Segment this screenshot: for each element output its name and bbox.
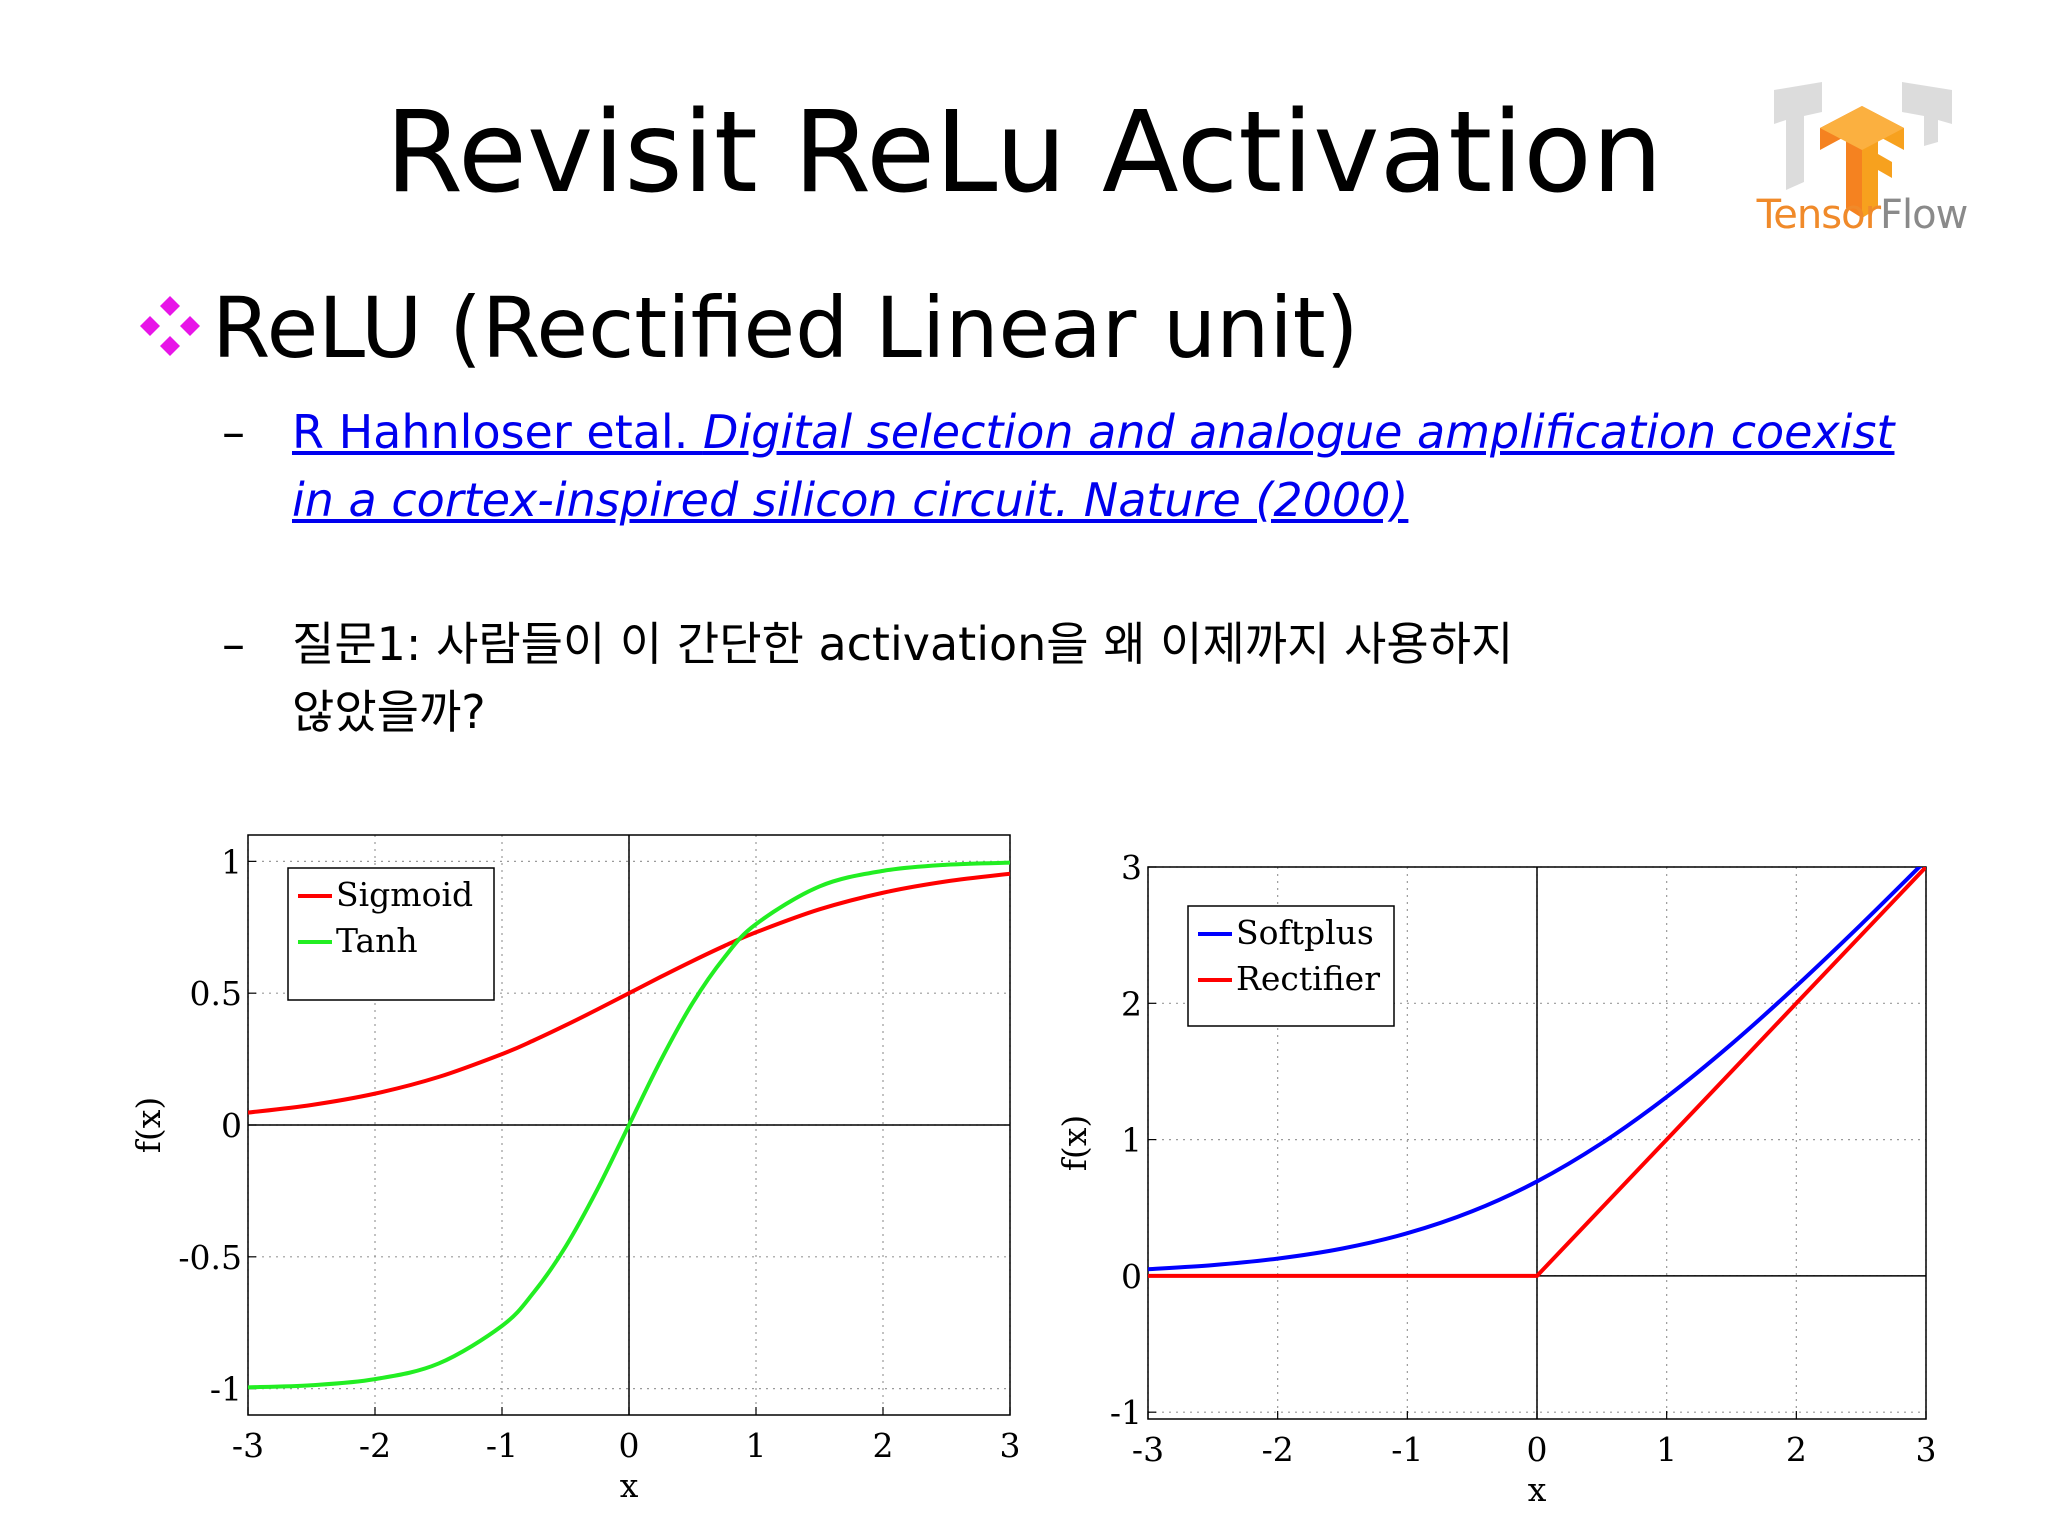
y-tick-label: 0 (221, 1106, 242, 1145)
y-tick-label: 2 (1121, 984, 1142, 1023)
y-tick-label: 1 (1121, 1121, 1142, 1160)
x-tick-label: 2 (873, 1426, 894, 1465)
y-axis-label: f(x) (1060, 1115, 1094, 1172)
tensorflow-logo-caption: TensorFlow (1752, 192, 1972, 238)
y-tick-label: 3 (1121, 848, 1142, 887)
x-tick-label: 0 (1527, 1430, 1548, 1469)
y-tick-label: -1 (210, 1370, 242, 1409)
tensorflow-logo (1774, 82, 1952, 218)
logo-text-flow: Flow (1880, 192, 1968, 238)
legend-label-tanh: Tanh (336, 921, 418, 960)
bullet-main-text: ReLU (Rectified Linear unit) (212, 279, 1359, 377)
x-tick-label: -2 (1262, 1430, 1294, 1469)
x-tick-label: -1 (486, 1426, 518, 1465)
x-tick-label: -3 (232, 1426, 264, 1465)
reference-title-line-1: Digital selection and analogue amplifica… (702, 405, 1895, 459)
tensorflow-logo-mark (1820, 106, 1904, 218)
x-tick-label: -2 (359, 1426, 391, 1465)
series-line-softplus (1148, 867, 1923, 1272)
reference-author: R Hahnloser etal. (292, 405, 703, 459)
diamond-cluster-icon (140, 296, 200, 356)
x-tick-label: 1 (1656, 1430, 1677, 1469)
series-line-sigmoid (248, 871, 1010, 1115)
x-tick-label: -1 (1391, 1430, 1423, 1469)
y-tick-label: 1 (221, 842, 242, 881)
legend-label-softplus: Softplus (1236, 913, 1374, 952)
y-tick-label: 0.5 (190, 974, 242, 1013)
x-tick-label: -3 (1132, 1430, 1164, 1469)
sub-bullet-dash: – (222, 617, 245, 671)
x-tick-label: 1 (746, 1426, 767, 1465)
series-line-tanh (248, 860, 1010, 1390)
y-tick-label: 0 (1121, 1257, 1142, 1296)
series-line-rectifier (1148, 867, 1926, 1278)
legend-label-rectifier: Rectifier (1236, 959, 1380, 998)
slide-title: Revisit ReLu Activation (385, 88, 1663, 218)
x-axis-label: x (1528, 1470, 1547, 1509)
legend-box (1187, 905, 1395, 1027)
y-axis-label: f(x) (130, 1097, 168, 1154)
tensorflow-logo-shadow-left (1774, 82, 1822, 190)
softplus-rectifier-chart: -3 -2 -1 0 1 2 3 -1 0 1 2 3 x f(x) Softplus Rectifier (1060, 848, 1937, 1509)
question-line-2: 않았을까? (292, 685, 486, 739)
sub-bullet-dash: – (222, 405, 245, 459)
logo-text-tensor: Tensor (1756, 192, 1881, 238)
legend-label-sigmoid: Sigmoid (336, 875, 473, 914)
bullet-main: ReLU (Rectified Linear unit) (132, 280, 1358, 376)
y-tick-label: -1 (1110, 1393, 1142, 1432)
sigmoid-tanh-chart: -3 -2 -1 0 1 2 3 -1 -0.5 0 0.5 1 x f(x) Sigmoid Tanh (130, 834, 1021, 1505)
question-line-1: 질문1: 사람들이 이 간단한 activation을 왜 이제까지 사용하지 (292, 617, 1514, 671)
reference-link[interactable]: R Hahnloser etal. Digital selection and … (292, 405, 1894, 527)
reference-title-line-2: in a cortex-inspired silicon circuit. Na… (292, 473, 1409, 527)
x-axis-label: x (620, 1466, 639, 1505)
x-tick-label: 3 (1000, 1426, 1021, 1465)
legend-box (287, 867, 495, 1001)
y-tick-label: -0.5 (178, 1238, 242, 1277)
x-tick-label: 3 (1916, 1430, 1937, 1469)
x-tick-label: 0 (619, 1426, 640, 1465)
x-tick-label: 2 (1786, 1430, 1807, 1469)
tensorflow-logo-shadow-right (1902, 82, 1952, 146)
